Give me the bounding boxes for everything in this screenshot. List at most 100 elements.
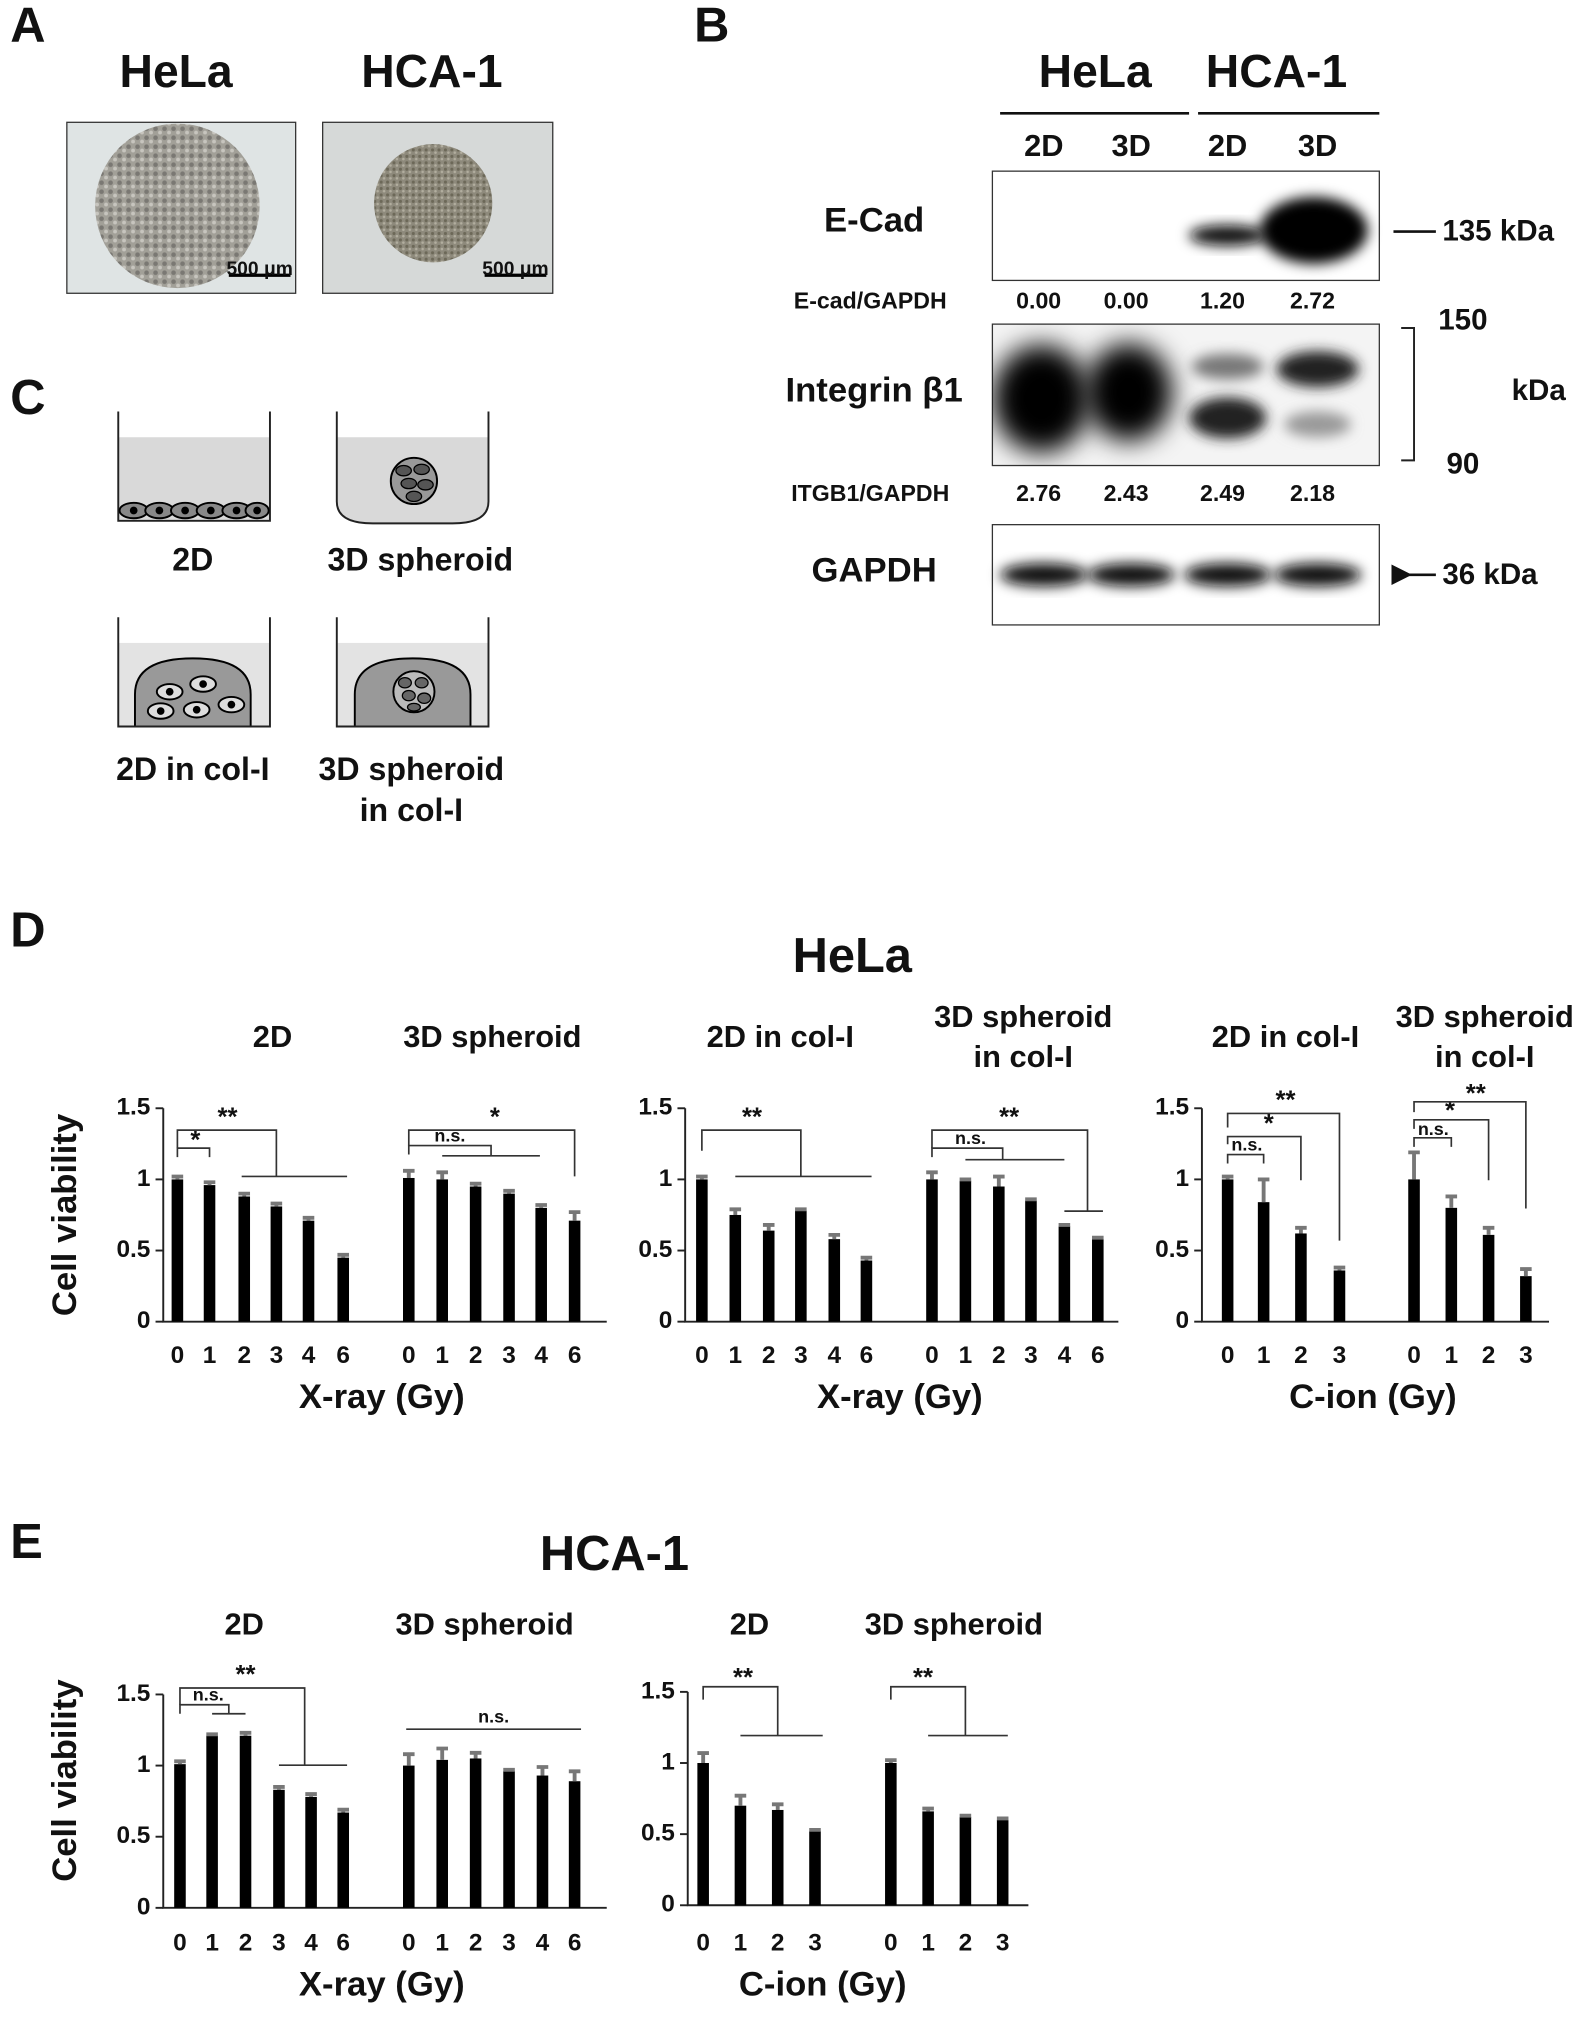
x-tick-label: 2 [469,1929,483,1956]
panel-letter: A [10,0,45,52]
bar [469,1758,482,1908]
error-bar [1058,1222,1071,1227]
bar [203,1185,216,1322]
bar [174,1764,186,1908]
bar [568,1220,581,1322]
significance-bracket [1413,1101,1527,1209]
x-tick-label: 1 [203,1342,217,1369]
x-tick-label: 6 [568,1342,582,1369]
y-tick-label: 1.5 [116,1680,150,1707]
y-axis-label: Cell viability [46,1679,84,1882]
significance-label: ** [218,1103,238,1131]
x-tick-label: 0 [884,1929,898,1956]
bar [771,1809,784,1906]
bar [568,1781,581,1908]
x-tick-label: 3 [1333,1342,1347,1369]
x-tick-label: 6 [336,1929,350,1956]
x-tick-label: 2 [771,1929,785,1956]
bar [922,1811,934,1906]
bar [1257,1202,1270,1322]
well-3d-col [335,617,490,728]
error-bar [239,1730,252,1736]
size-label: 36 kDa [1442,558,1538,591]
ratio-value: 2.49 [1200,480,1245,506]
lane-label: 3D [1298,128,1337,163]
lane-label: 2D [1024,128,1063,163]
bar [302,1220,315,1322]
bar [436,1759,448,1908]
bar [1333,1270,1346,1322]
bar [535,1207,547,1322]
error-bar [1295,1225,1307,1234]
significance-bracket [176,1147,211,1158]
significance-label: n.s. [478,1706,509,1726]
error-bar [996,1816,1009,1821]
significance-bracket [176,1129,348,1178]
bar [337,1812,350,1908]
significance-bracket [1226,1153,1265,1164]
bar [729,1214,742,1322]
significance-label: n.s. [1231,1134,1262,1154]
error-bar [959,1177,972,1182]
x-tick-label: 6 [860,1342,874,1369]
ratio-value: 1.20 [1200,287,1245,313]
x-tick-label: 0 [695,1342,709,1369]
x-tick-label: 1 [921,1929,935,1956]
significance-bracket [931,1147,1065,1161]
x-tick-label: 1 [734,1929,748,1956]
ratio-value: 2.43 [1104,480,1149,506]
bar [238,1196,251,1322]
error-bar [926,1170,938,1180]
well-label: in col-I [360,792,464,828]
y-tick-label: 1 [1175,1165,1189,1192]
micrograph-hela [66,121,297,294]
x-tick-label: 3 [794,1342,808,1369]
group-title: in col-I [1435,1039,1534,1074]
significance-bracket [1413,1136,1453,1147]
scale-bar-label: 500 μm [226,259,292,280]
error-bar [535,1203,547,1208]
x-tick-label: 2 [237,1342,251,1369]
x-tick-label: 4 [534,1342,548,1369]
error-bar [203,1180,216,1186]
size-arrow [1393,230,1436,575]
error-bar [302,1215,315,1221]
x-tick-label: 3 [502,1342,516,1369]
well-label: 2D [172,541,213,577]
x-tick-label: 2 [762,1342,776,1369]
error-bar [860,1255,873,1261]
x-tick-label: 2 [239,1929,253,1956]
y-tick-label: 0.5 [638,1236,672,1263]
x-tick-label: 0 [402,1342,416,1369]
x-tick-label: 1 [205,1929,219,1956]
error-bar [270,1201,283,1207]
panel-letter: B [694,0,729,52]
group-title: in col-I [974,1039,1073,1074]
error-bar [922,1806,934,1812]
ratio-label: E-cad/GAPDH [794,287,947,313]
significance-label: ** [913,1664,933,1692]
error-bar [1445,1194,1458,1208]
significance-label: ** [742,1103,762,1131]
blot-label: GAPDH [811,551,936,589]
ratio-value: 0.00 [1016,287,1061,313]
y-tick-label: 0 [137,1893,151,1920]
bar [1445,1207,1458,1322]
well-label: 2D in col-I [116,751,270,787]
error-bar [1025,1197,1037,1202]
y-tick-label: 1 [661,1748,675,1775]
y-tick-label: 1 [659,1165,673,1192]
x-tick-label: 3 [808,1929,822,1956]
bar [996,1819,1009,1906]
error-bar [1482,1225,1495,1235]
error-bar [337,1807,350,1813]
x-tick-label: 3 [1519,1342,1533,1369]
x-tick-label: 6 [336,1342,350,1369]
error-bar [729,1207,742,1215]
x-tick-label: 4 [827,1342,841,1369]
ratio-value: 2.72 [1290,287,1335,313]
size-label: 150 [1438,303,1487,336]
y-tick-label: 0.5 [641,1820,675,1847]
lane-label: 2D [1208,128,1247,163]
